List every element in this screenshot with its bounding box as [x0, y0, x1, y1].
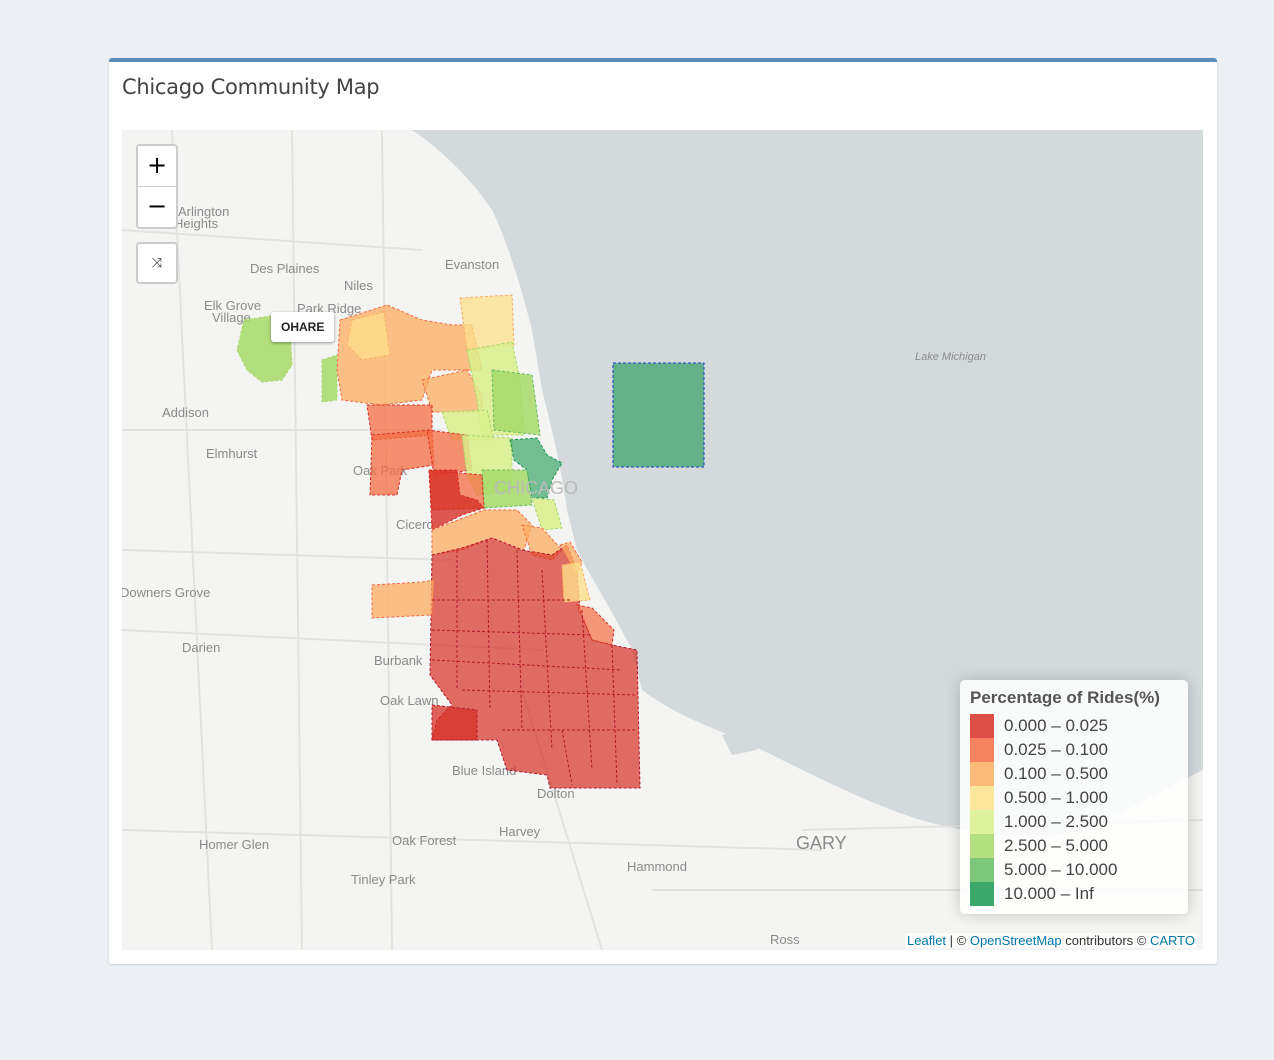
legend-swatch — [970, 762, 994, 786]
place-labels: Arlington Heights Des Plaines Evanston N… — [122, 204, 986, 947]
area-south-lake-2[interactable] — [561, 561, 591, 603]
area-far-sw[interactable] — [371, 579, 435, 619]
area-sw-corner[interactable] — [431, 704, 478, 741]
svg-text:Evanston: Evanston — [445, 257, 499, 272]
legend-label: 1.000 – 2.500 — [1004, 812, 1108, 831]
selected-area[interactable] — [612, 362, 705, 468]
legend-title: Percentage of Rides(%) — [970, 688, 1160, 707]
legend-row: 5.000 – 10.000 — [970, 858, 1178, 882]
legend-label: 0.500 – 1.000 — [1004, 788, 1108, 807]
legend-swatch — [970, 882, 994, 906]
legend-row: 0.000 – 0.025 — [970, 714, 1178, 738]
carto-link[interactable]: CARTO — [1149, 933, 1195, 948]
area-near-south[interactable] — [531, 497, 563, 531]
legend-row: 0.100 – 0.500 — [970, 762, 1178, 786]
svg-text:Blue Island: Blue Island — [452, 763, 516, 778]
svg-text:GARY: GARY — [796, 833, 847, 853]
attribution-mid: contributors © — [1061, 933, 1150, 948]
area-north-2[interactable] — [346, 311, 391, 361]
svg-text:Des Plaines: Des Plaines — [250, 261, 320, 276]
svg-text:Dolton: Dolton — [537, 786, 575, 801]
svg-text:Elmhurst: Elmhurst — [206, 446, 258, 461]
area-edgewater[interactable] — [491, 369, 541, 436]
svg-text:Downers Grove: Downers Grove — [122, 585, 210, 600]
legend-label: 0.100 – 0.500 — [1004, 764, 1108, 783]
svg-text:Ross: Ross — [770, 932, 800, 947]
box-title: Chicago Community Map — [122, 75, 380, 99]
south-boundaries — [431, 539, 638, 786]
attribution: Leaflet | © OpenStreetMap contributors ©… — [905, 933, 1197, 948]
area-west-2[interactable] — [369, 429, 435, 496]
area-north-3[interactable] — [459, 294, 515, 351]
legend-label: 0.025 – 0.100 — [1004, 740, 1108, 759]
legend-row: 0.025 – 0.100 — [970, 738, 1178, 762]
svg-text:Lake Michigan: Lake Michigan — [915, 351, 986, 363]
svg-text:Darien: Darien — [182, 640, 220, 655]
legend-swatch — [970, 834, 994, 858]
legend-swatch — [970, 738, 994, 762]
legend-row: 2.500 – 5.000 — [970, 834, 1178, 858]
lake-michigan — [412, 130, 1203, 837]
legend-row: 0.500 – 1.000 — [970, 786, 1178, 810]
zoom-control: + − — [136, 144, 178, 229]
area-central-2[interactable] — [481, 469, 533, 509]
svg-text:Heights: Heights — [174, 216, 219, 231]
svg-text:Village: Village — [212, 310, 251, 325]
attribution-sep: | © — [946, 933, 970, 948]
legend-swatch — [970, 786, 994, 810]
svg-text:Arlington: Arlington — [178, 204, 229, 219]
zoom-out-button[interactable]: − — [146, 192, 168, 220]
harbor — [722, 725, 762, 755]
svg-text:Burbank: Burbank — [374, 653, 423, 668]
svg-text:Homer Glen: Homer Glen — [199, 837, 269, 852]
legend-label: 5.000 – 10.000 — [1004, 860, 1118, 879]
legend-swatch — [970, 714, 994, 738]
svg-text:Oak Lawn: Oak Lawn — [380, 693, 439, 708]
legend-label: 10.000 – Inf — [1004, 884, 1094, 903]
area-south-lake-3[interactable] — [576, 604, 615, 646]
legend-swatch — [970, 858, 994, 882]
svg-text:Harvey: Harvey — [499, 824, 541, 839]
leaflet-link[interactable]: Leaflet — [907, 933, 947, 948]
reset-view-button[interactable]: ⤨ — [136, 242, 178, 284]
legend: Percentage of Rides(%) 0.000 – 0.025 0.02… — [960, 680, 1188, 914]
svg-text:Cicero: Cicero — [396, 517, 434, 532]
svg-text:Hammond: Hammond — [627, 859, 687, 874]
map-container[interactable]: Arlington Heights Des Plaines Evanston N… — [122, 130, 1203, 950]
osm-link[interactable]: OpenStreetMap — [969, 933, 1062, 948]
svg-text:Tinley Park: Tinley Park — [351, 872, 416, 887]
legend-row: 1.000 – 2.500 — [970, 810, 1178, 834]
area-tooltip: OHARE — [271, 312, 335, 342]
svg-text:Elk Grove: Elk Grove — [204, 298, 261, 313]
map-box: Chicago Community Map Arlington Heights … — [109, 58, 1217, 964]
area-ohare-link[interactable] — [321, 354, 338, 403]
city-label: CHICAGO — [494, 478, 578, 498]
area-loop[interactable] — [509, 437, 563, 499]
community-areas[interactable] — [236, 294, 641, 789]
area-sw-1[interactable] — [428, 469, 485, 531]
zoom-in-button[interactable]: + — [138, 146, 176, 187]
legend-swatch — [970, 810, 994, 834]
legend-row: 10.000 – Inf — [970, 882, 1178, 906]
legend-label: 0.000 – 0.025 — [1004, 716, 1108, 735]
svg-text:Addison: Addison — [162, 405, 209, 420]
svg-text:Niles: Niles — [344, 278, 373, 293]
legend-label: 2.500 – 5.000 — [1004, 836, 1108, 855]
svg-text:Oak Forest: Oak Forest — [392, 833, 457, 848]
